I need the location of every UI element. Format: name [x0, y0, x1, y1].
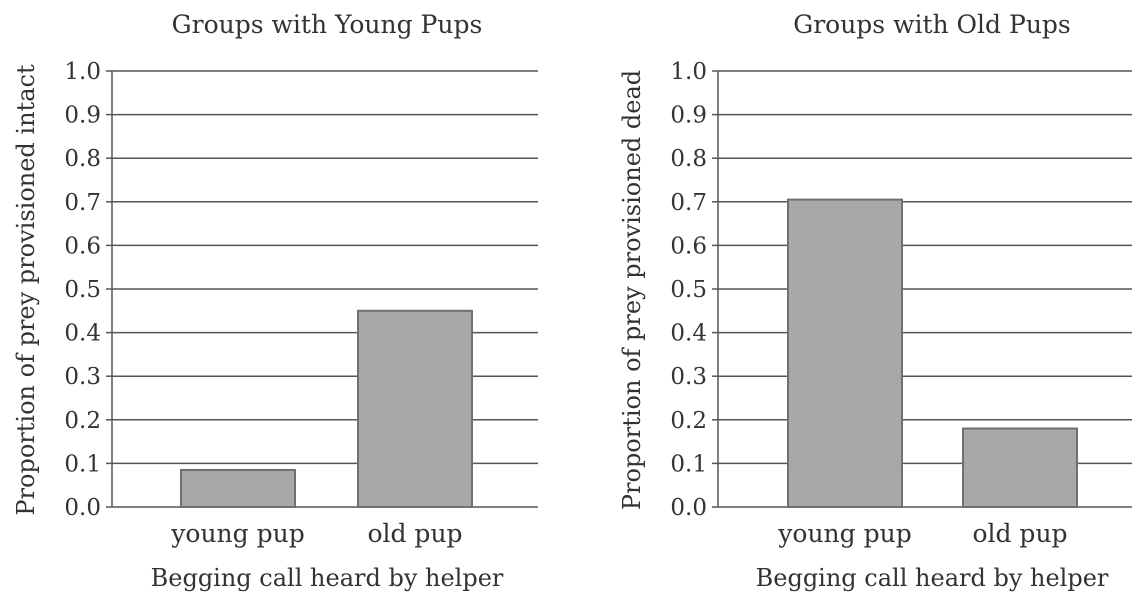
y-tick-label: 0.6 — [670, 233, 707, 259]
y-tick-label: 0.7 — [64, 190, 101, 216]
x-category-label: young pup — [777, 519, 911, 548]
y-tick-label: 0.7 — [670, 190, 707, 216]
chart-title: Groups with Old Pups — [793, 10, 1071, 39]
y-tick-label: 0.8 — [670, 146, 707, 172]
bar-young-pup — [787, 198, 903, 508]
y-tick-label: 0.3 — [670, 364, 707, 390]
y-tick-label: 0.1 — [64, 451, 101, 477]
chart-young-pups-groups: Groups with Young Pups 0.0 0.1 0.2 0.3 0.4 0.5… — [12, 10, 538, 592]
bar-old-pup — [357, 309, 473, 508]
y-tick-label: 1.0 — [670, 59, 707, 85]
y-tick-label: 0.0 — [64, 495, 101, 521]
y-tick-label: 0.6 — [64, 233, 101, 259]
x-category-label: old pup — [972, 519, 1067, 548]
y-tick-label: 0.9 — [670, 103, 707, 129]
x-category-label: young pup — [170, 519, 304, 548]
chart-old-pups-groups: Groups with Old Pups 0.0 0.1 0.2 0.3 0.4 0.5 0.… — [618, 10, 1132, 592]
y-tick-label: 0.5 — [670, 277, 707, 303]
chart-title: Groups with Young Pups — [172, 10, 483, 39]
y-tick-label: 0.2 — [670, 408, 707, 434]
y-tick-label: 0.9 — [64, 103, 101, 129]
x-category-label: old pup — [367, 519, 462, 548]
y-tick-label: 0.4 — [64, 321, 101, 347]
bar-old-pup — [962, 427, 1078, 508]
y-tick-label: 0.3 — [64, 364, 101, 390]
y-tick-label: 0.8 — [64, 146, 101, 172]
y-tick-label: 0.5 — [64, 277, 101, 303]
y-tick-label: 0.1 — [670, 451, 707, 477]
x-axis-label: Begging call heard by helper — [151, 564, 504, 592]
y-tick-label: 0.0 — [670, 495, 707, 521]
y-axis-label: Proportion of prey provisioned dead — [618, 70, 646, 510]
y-tick-label: 0.2 — [64, 408, 101, 434]
bar-young-pup — [180, 468, 296, 509]
y-tick-label: 0.4 — [670, 321, 707, 347]
y-axis-label: Proportion of prey provisioned intact — [12, 64, 40, 516]
x-axis-label: Begging call heard by helper — [756, 564, 1109, 592]
y-tick-label: 1.0 — [64, 59, 101, 85]
